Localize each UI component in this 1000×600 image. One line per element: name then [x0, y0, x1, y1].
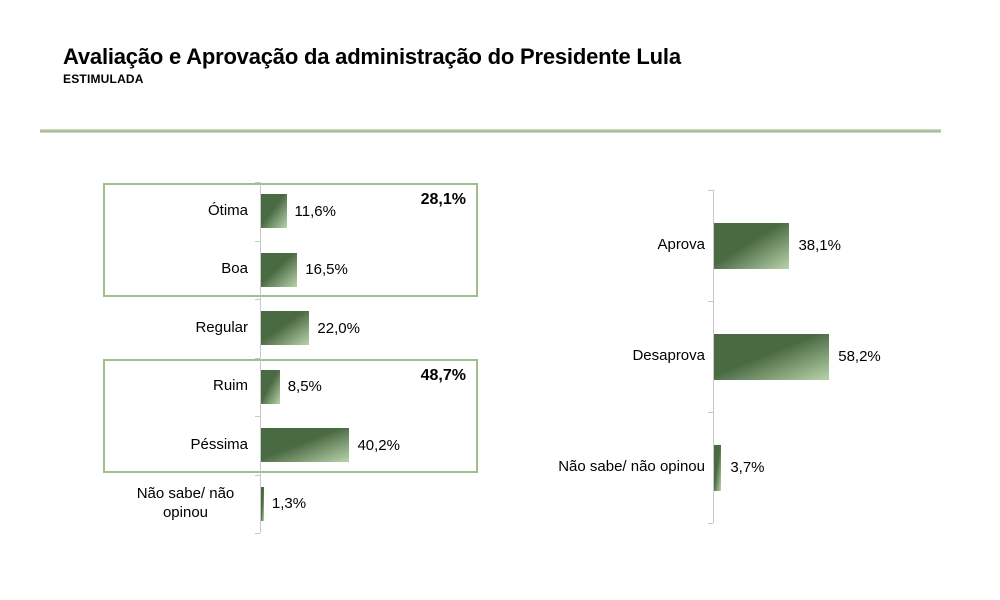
axis-tick	[708, 190, 713, 191]
axis-line	[260, 182, 261, 533]
category-label: Não sabe/ não opinou	[558, 458, 705, 476]
axis-tick	[255, 182, 260, 183]
category-label: Regular	[195, 318, 248, 336]
category-label: Aprova	[657, 236, 705, 254]
value-label: 1,3%	[271, 495, 307, 513]
bar	[261, 311, 310, 346]
bar	[714, 222, 790, 269]
category-label: Boa	[221, 260, 248, 278]
value-label: 38,1%	[798, 237, 841, 254]
evaluation-bar-chart: 28,1% 48,7% Ótima 11,6% Boa 16,5% Regular 22,0%…	[103, 182, 523, 534]
value-label: 58,2%	[838, 348, 881, 365]
page-subtitle: ESTIMULADA	[63, 72, 144, 86]
value-label: 40,2%	[357, 436, 400, 454]
value-label: 3,7%	[730, 459, 765, 476]
axis-tick	[255, 533, 260, 534]
bar	[261, 369, 280, 404]
approval-bar-chart: Aprova 38,1% Desaprova 58,2% Não sabe/ não o…	[520, 190, 990, 524]
group-total-label: 28,1%	[420, 191, 466, 208]
bar	[261, 252, 298, 287]
title-rule	[40, 129, 941, 133]
axis-tick	[255, 358, 260, 359]
bar	[714, 444, 722, 491]
group-total-label: 48,7%	[420, 366, 466, 384]
page-title: Avaliação e Aprovação da administração d…	[63, 44, 681, 69]
bar	[714, 333, 830, 380]
axis-tick	[708, 412, 713, 413]
group-box	[103, 183, 478, 297]
value-label: 22,0%	[317, 319, 360, 337]
value-label: 8,5%	[287, 378, 322, 396]
bar	[261, 428, 350, 463]
axis-tick	[708, 301, 713, 302]
axis-tick	[708, 523, 713, 524]
category-label: Ruim	[212, 377, 248, 395]
value-label: 11,6%	[294, 202, 336, 220]
value-label: 16,5%	[305, 261, 348, 279]
category-label: Ótima	[207, 201, 248, 219]
axis-tick	[255, 241, 260, 242]
axis-tick	[255, 475, 260, 476]
category-label: Péssima	[190, 435, 248, 453]
category-label: Não sabe/ não opinou	[136, 485, 235, 521]
axis-tick	[255, 416, 260, 417]
category-label: Desaprova	[632, 347, 705, 365]
axis-line	[713, 190, 714, 523]
axis-tick	[255, 299, 260, 300]
bar	[261, 194, 287, 229]
group-box	[103, 358, 478, 473]
bar	[261, 486, 264, 521]
